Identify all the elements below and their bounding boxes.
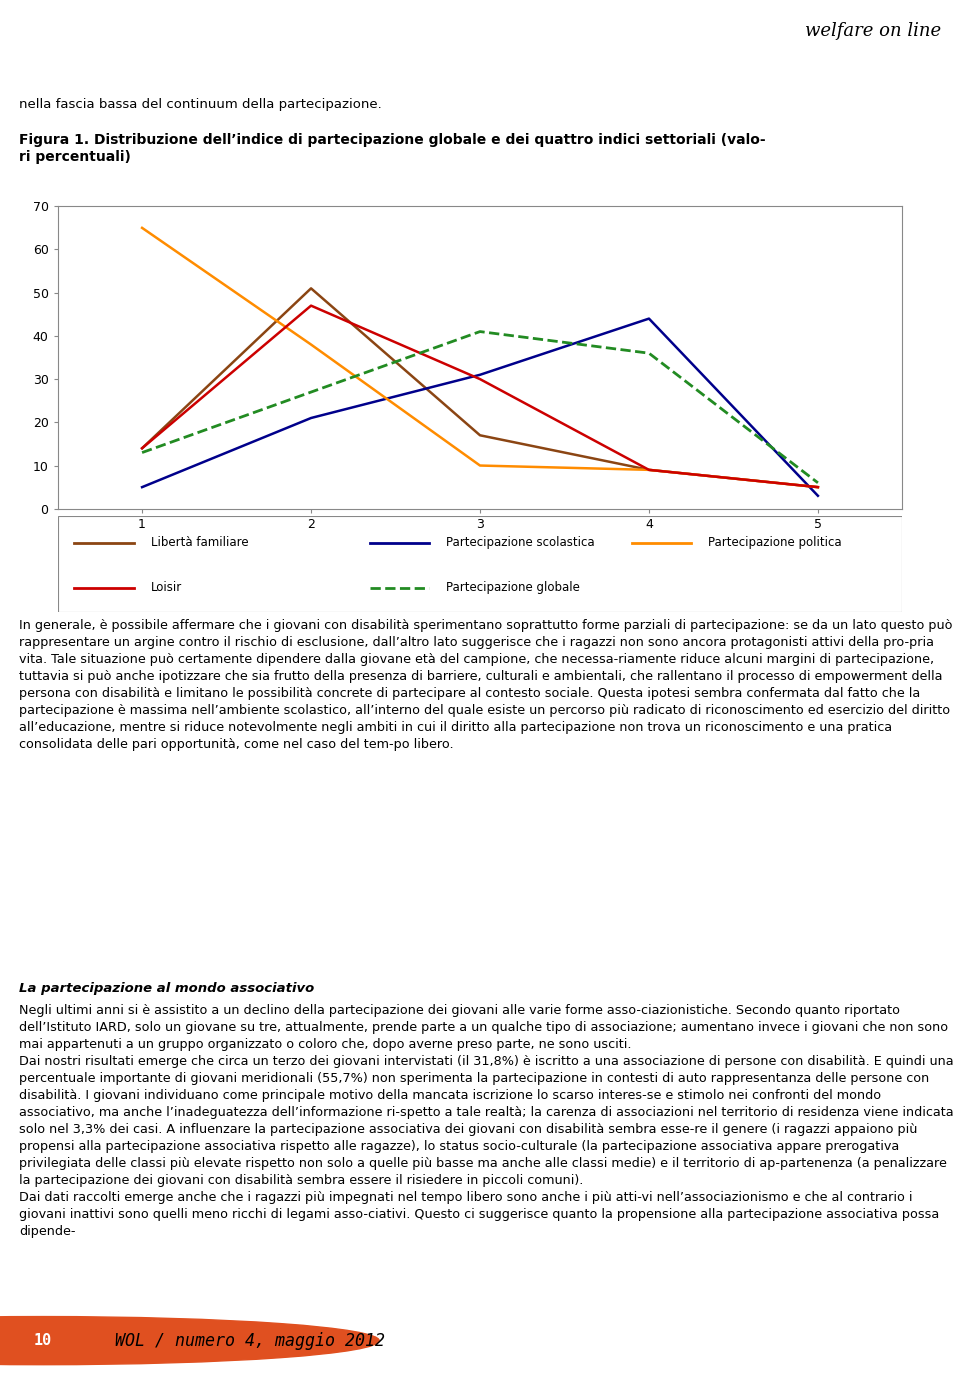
Text: In generale, è possibile affermare che i giovani con disabilità sperimentano sop: In generale, è possibile affermare che i… [19,619,952,751]
Text: Negli ultimi anni si è assistito a un declino della partecipazione dei giovani a: Negli ultimi anni si è assistito a un de… [19,1004,954,1238]
Text: welfare on line: welfare on line [804,22,941,40]
Text: Partecipazione politica: Partecipazione politica [708,536,842,549]
Text: Partecipazione globale: Partecipazione globale [446,582,580,594]
Text: Libertà familiare: Libertà familiare [151,536,248,549]
Text: Figura 1. Distribuzione dell’indice di partecipazione globale e dei quattro indi: Figura 1. Distribuzione dell’indice di p… [19,133,766,164]
Text: Loisir: Loisir [151,582,181,594]
Text: Partecipazione scolastica: Partecipazione scolastica [446,536,595,549]
Circle shape [0,1317,379,1364]
Text: WOL / numero 4, maggio 2012: WOL / numero 4, maggio 2012 [115,1331,385,1350]
Text: La partecipazione al mondo associativo: La partecipazione al mondo associativo [19,982,315,996]
Text: 10: 10 [34,1334,53,1348]
Text: nella fascia bassa del continuum della partecipazione.: nella fascia bassa del continuum della p… [19,98,382,111]
